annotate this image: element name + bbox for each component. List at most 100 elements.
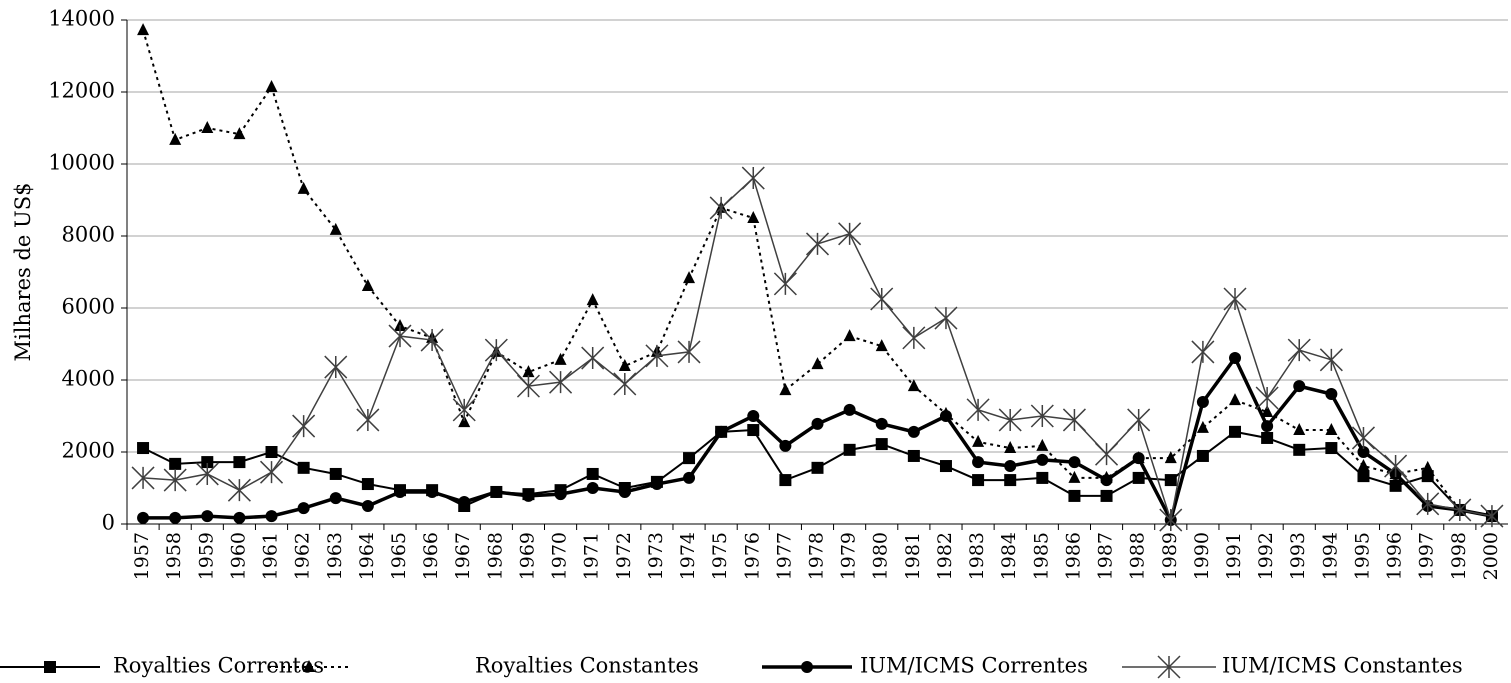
point [1100,489,1113,502]
point [683,452,696,465]
point [554,352,567,365]
series-line [142,29,1493,518]
point [329,467,342,480]
x-tick-label: 1995 [1351,532,1373,580]
point [843,403,856,416]
y-tick-label: 10000 [48,151,115,175]
point [1261,420,1274,433]
point [618,358,631,371]
point [1357,446,1370,458]
legend-marker [801,661,813,673]
point [131,466,155,490]
y-tick-label: 0 [102,511,115,535]
point [779,383,792,396]
point [1164,451,1177,464]
point [1159,508,1183,532]
x-tick-label: 1968 [484,532,506,580]
point [137,23,150,36]
point [522,365,535,378]
point [972,474,985,487]
x-tick-label: 1997 [1416,532,1438,580]
point [169,511,182,524]
x-tick-label: 1965 [388,532,410,580]
point [1287,338,1311,362]
point [618,485,631,498]
point [137,511,150,524]
x-tick-label: 1974 [677,532,699,580]
x-tick-label: 1985 [1030,532,1052,580]
point [586,467,599,480]
point [195,462,219,486]
x-tick-label: 1970 [549,532,571,580]
point [966,398,990,422]
point [843,443,856,456]
point [1480,504,1504,528]
point [1223,287,1247,311]
point [458,496,471,509]
x-tick-label: 1975 [709,532,731,580]
point [1229,393,1242,406]
point [1196,395,1209,408]
point [747,211,760,223]
x-tick-label: 1988 [1127,532,1149,580]
point [393,485,406,498]
x-tick-label: 1959 [195,532,217,580]
x-tick-label: 1990 [1191,532,1213,580]
x-tick-label: 1979 [838,532,860,580]
point [581,346,605,370]
point [1030,404,1054,428]
point [324,355,348,379]
point [356,408,380,432]
point [1421,460,1434,473]
point [586,293,599,306]
point [329,492,342,505]
point [297,461,310,474]
point [1421,470,1434,483]
point [259,460,284,484]
point [1068,489,1081,502]
point [1325,423,1338,436]
point [811,417,824,430]
y-tick-label: 12000 [48,79,115,103]
x-tick-label: 1962 [292,532,314,580]
point [907,425,920,438]
y-tick-label: 8000 [62,223,115,247]
point [265,79,278,92]
point [870,287,894,311]
point [1229,425,1242,438]
x-tick-label: 2000 [1480,532,1502,580]
x-tick-label: 1996 [1384,532,1406,580]
point [645,344,669,368]
point [972,434,985,447]
x-tick-label: 1964 [356,532,378,580]
x-tick-label: 1958 [163,532,185,580]
point [747,410,760,422]
point [1068,470,1081,483]
point [163,468,187,492]
legend-label: Royalties Constantes [475,654,699,678]
point [1357,459,1370,472]
point [452,398,476,422]
point [709,196,733,220]
point [233,127,246,140]
x-tick-label: 1960 [227,532,249,580]
point [934,306,958,330]
point [1004,474,1017,487]
point [677,340,701,364]
x-tick-label: 1983 [966,532,988,580]
point [201,121,214,133]
point [169,132,182,145]
point [683,271,696,284]
point [233,456,246,469]
point [1164,474,1177,487]
legend-marker [303,660,315,672]
point [998,408,1022,432]
x-tick-label: 1972 [613,532,635,580]
x-tick-label: 1981 [902,532,924,580]
x-tick-label: 1992 [1255,532,1277,580]
x-tick-label: 1973 [645,532,667,580]
point [292,414,316,438]
legend-label: Royalties Correntes [113,654,324,678]
point [1293,443,1306,456]
